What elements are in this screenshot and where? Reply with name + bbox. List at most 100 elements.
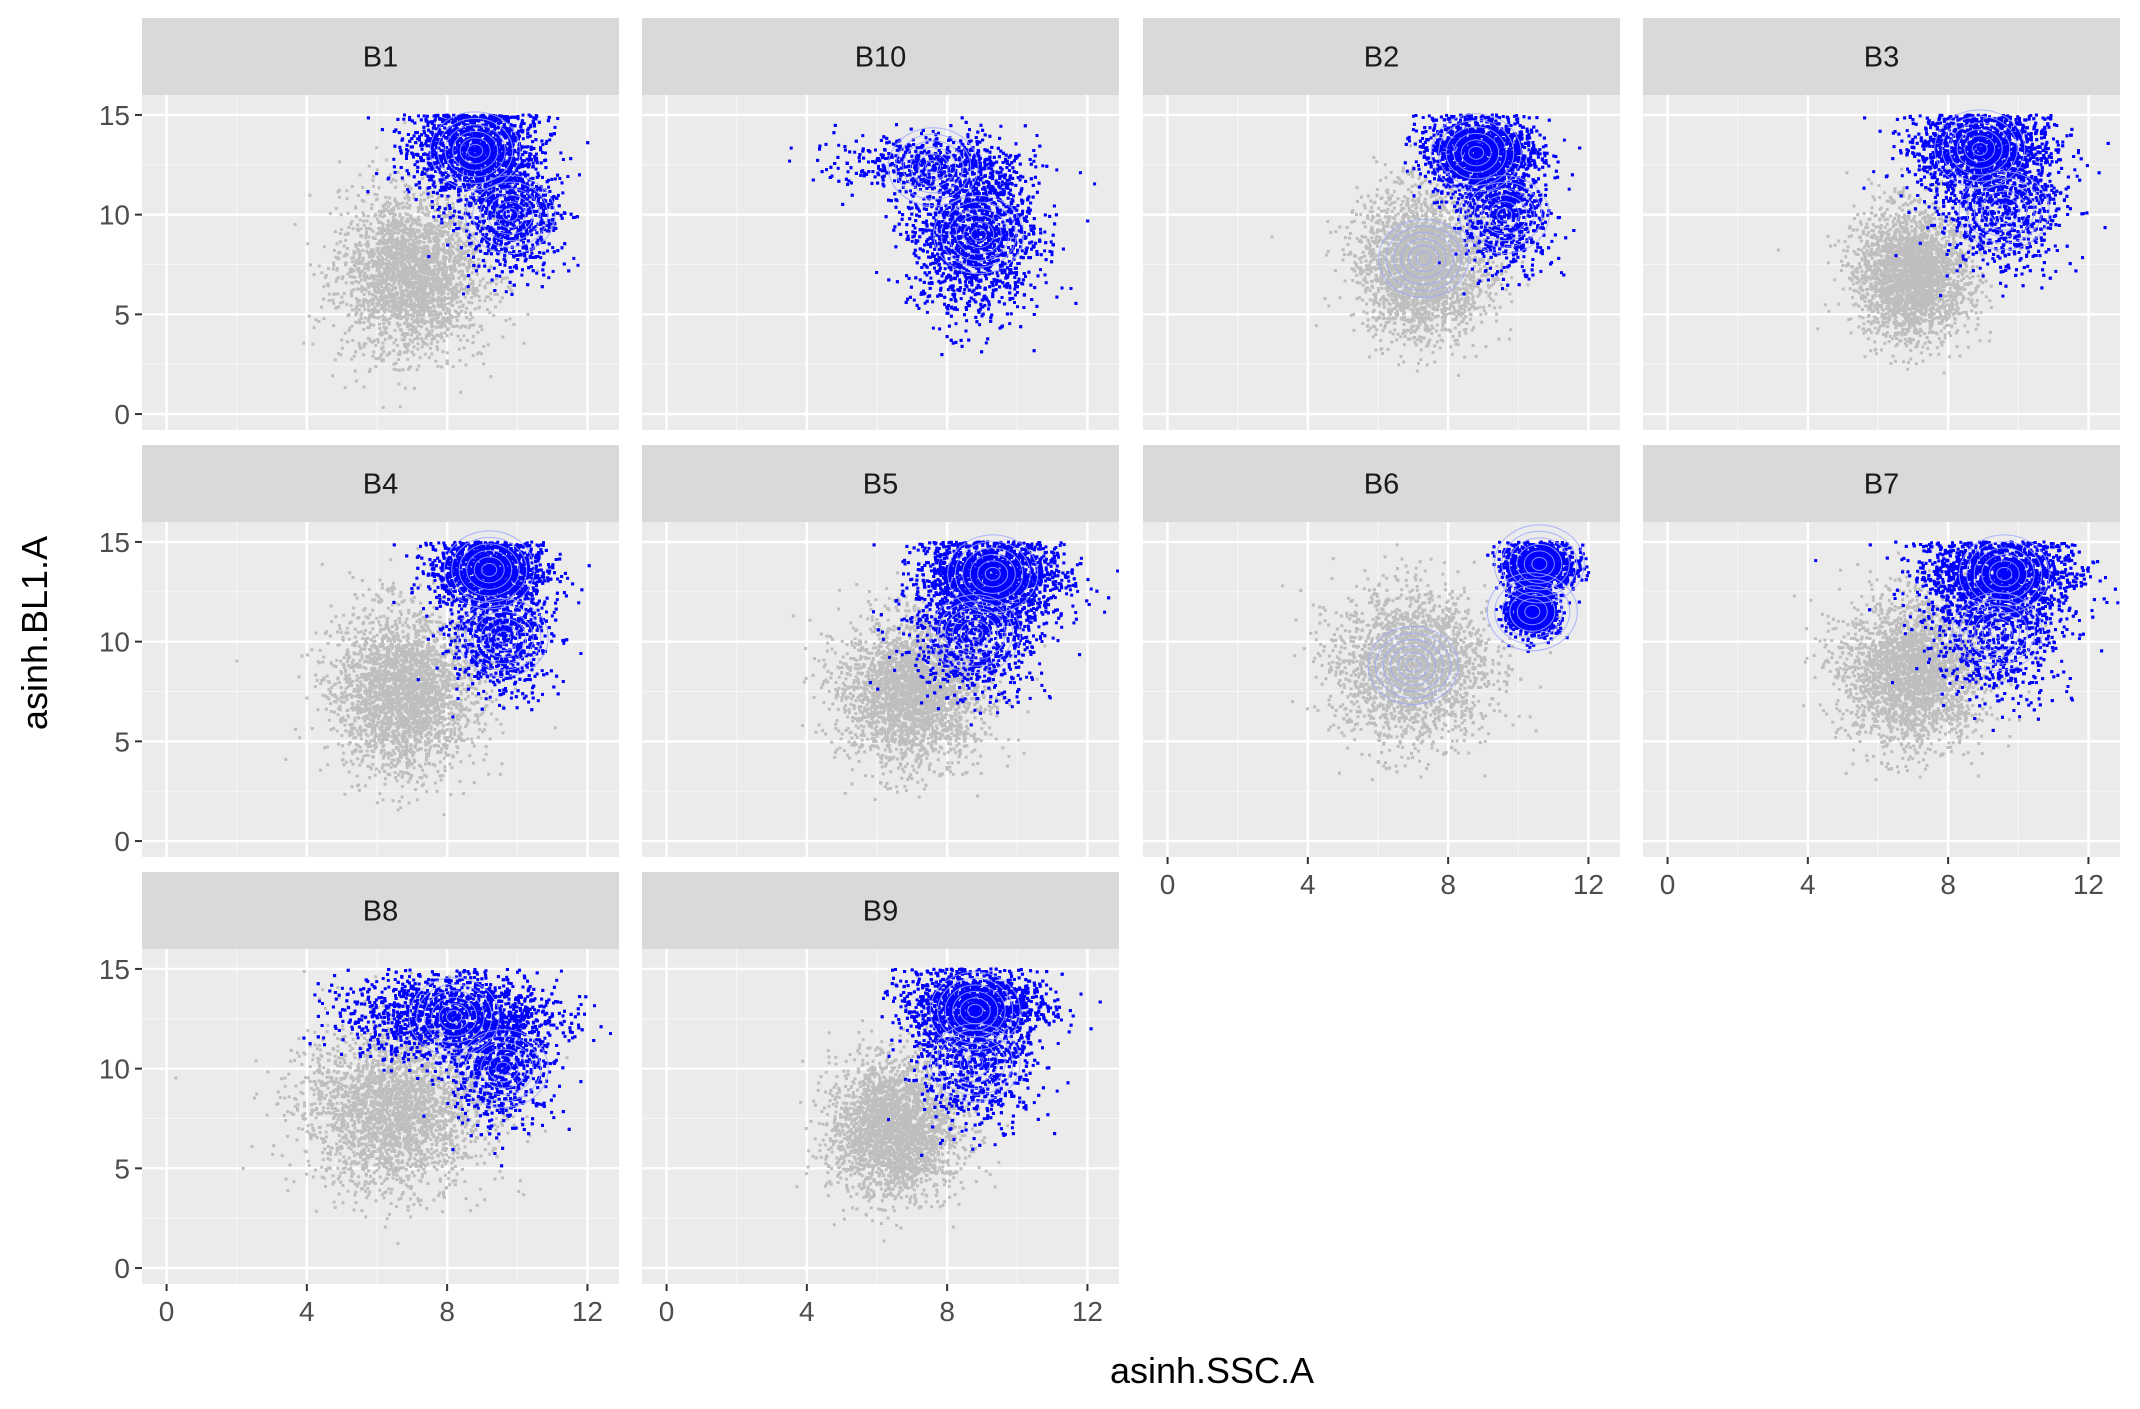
- data-point: [455, 255, 458, 258]
- data-point: [365, 227, 368, 230]
- data-point: [536, 172, 539, 175]
- data-point: [520, 274, 523, 277]
- data-point: [526, 158, 529, 161]
- data-point: [394, 186, 397, 189]
- data-point: [371, 303, 374, 306]
- data-point: [388, 261, 391, 264]
- data-point: [417, 242, 420, 245]
- data-point: [417, 229, 420, 232]
- data-point: [417, 302, 420, 305]
- data-point: [320, 306, 323, 309]
- data-point: [423, 308, 426, 311]
- data-point: [365, 231, 368, 234]
- data-point: [444, 257, 447, 260]
- data-point: [390, 270, 393, 273]
- data-point: [430, 232, 433, 235]
- data-point: [350, 281, 353, 284]
- data-point: [393, 368, 396, 371]
- data-point: [458, 237, 461, 240]
- data-point: [410, 333, 413, 336]
- data-point: [317, 320, 320, 323]
- data-point: [360, 305, 363, 308]
- data-point: [466, 339, 469, 342]
- data-point: [376, 197, 379, 200]
- data-point: [412, 353, 415, 356]
- data-point: [403, 121, 406, 124]
- data-point: [381, 224, 384, 227]
- data-point: [447, 308, 450, 311]
- data-point: [383, 214, 386, 217]
- data-point: [370, 299, 373, 302]
- data-point: [393, 341, 396, 344]
- data-point: [433, 298, 436, 301]
- data-point: [375, 295, 378, 298]
- data-point: [438, 305, 441, 308]
- data-point: [471, 316, 474, 319]
- data-point: [444, 312, 447, 315]
- data-point: [552, 195, 555, 198]
- data-point: [437, 321, 440, 324]
- data-point: [420, 284, 423, 287]
- data-point: [426, 304, 429, 307]
- data-point: [386, 246, 389, 249]
- data-point: [552, 270, 555, 273]
- data-point: [451, 315, 454, 318]
- data-point: [356, 223, 359, 226]
- data-point: [460, 246, 463, 249]
- data-point: [455, 316, 458, 319]
- data-point: [405, 300, 408, 303]
- data-point: [392, 178, 395, 181]
- data-point: [432, 275, 435, 278]
- data-point: [444, 331, 447, 334]
- data-point: [403, 344, 406, 347]
- data-point: [443, 339, 446, 342]
- data-point: [344, 233, 347, 236]
- data-point: [386, 239, 389, 242]
- data-point: [555, 197, 558, 200]
- data-point: [356, 268, 359, 271]
- data-point: [420, 292, 423, 295]
- data-point: [388, 196, 391, 199]
- data-point: [427, 249, 430, 252]
- data-point: [407, 271, 410, 274]
- data-point: [398, 280, 401, 283]
- data-point: [452, 238, 455, 241]
- data-point: [406, 213, 409, 216]
- data-point: [411, 351, 414, 354]
- data-point: [430, 353, 433, 356]
- data-point: [339, 232, 342, 235]
- data-point: [425, 226, 428, 229]
- data-point: [434, 360, 437, 363]
- data-point: [467, 254, 470, 257]
- data-point: [376, 168, 379, 171]
- data-point: [373, 316, 376, 319]
- data-point: [370, 207, 373, 210]
- data-point: [378, 316, 381, 319]
- data-point: [334, 230, 337, 233]
- data-point: [416, 348, 419, 351]
- data-point: [373, 306, 376, 309]
- data-point: [477, 306, 480, 309]
- data-point: [360, 285, 363, 288]
- data-point: [431, 320, 434, 323]
- data-point: [358, 244, 361, 247]
- data-point: [418, 312, 421, 315]
- data-point: [322, 298, 325, 301]
- data-point: [428, 211, 431, 214]
- data-point: [409, 204, 412, 207]
- data-point: [379, 254, 382, 257]
- data-point: [443, 324, 446, 327]
- data-point: [402, 253, 405, 256]
- data-point: [464, 257, 467, 260]
- data-point: [436, 365, 439, 368]
- data-point: [441, 271, 444, 274]
- data-point: [442, 243, 445, 246]
- data-point: [412, 302, 415, 305]
- data-point: [371, 203, 374, 206]
- data-point: [376, 248, 379, 251]
- data-point: [379, 241, 382, 244]
- data-point: [404, 244, 407, 247]
- data-point: [427, 196, 430, 199]
- data-point: [358, 281, 361, 284]
- data-point: [377, 301, 380, 304]
